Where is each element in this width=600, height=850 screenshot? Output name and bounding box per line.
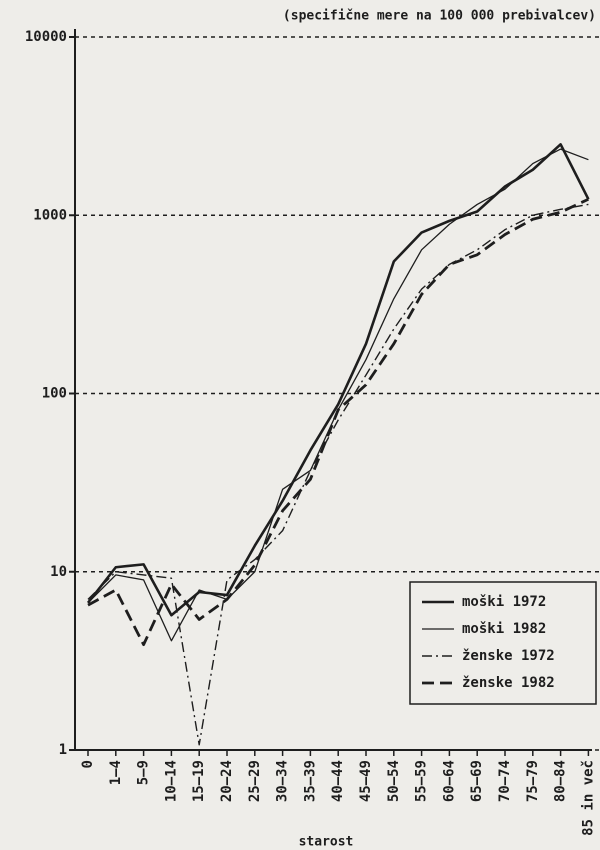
y-tick-label: 10000 bbox=[25, 29, 67, 45]
x-tick-label: 40–44 bbox=[330, 760, 346, 802]
series-line bbox=[86, 143, 590, 617]
legend-label: ženske 1982 bbox=[462, 675, 555, 691]
y-tick-label: 100 bbox=[42, 386, 67, 402]
legend-label: ženske 1972 bbox=[462, 648, 555, 664]
chart-title: (specifične mere na 100 000 prebivalcev) bbox=[283, 9, 596, 24]
x-tick-label: 10–14 bbox=[163, 760, 179, 802]
legend-label: moški 1982 bbox=[462, 621, 546, 637]
x-tick-label: 1–4 bbox=[108, 760, 124, 785]
x-tick-label: 25–29 bbox=[247, 760, 263, 802]
x-tick-label: 45–49 bbox=[358, 760, 374, 802]
x-tick-label: 80–84 bbox=[553, 760, 569, 802]
x-tick-label: 75–79 bbox=[525, 760, 541, 802]
x-tick-label: 15–19 bbox=[191, 760, 207, 802]
series-line bbox=[87, 197, 589, 647]
x-tick-label: 20–24 bbox=[219, 760, 235, 802]
x-tick-label: 55–59 bbox=[414, 760, 430, 802]
x-tick-label: 85 in več bbox=[580, 760, 596, 836]
x-axis-label: starost bbox=[299, 835, 354, 850]
series-line bbox=[87, 203, 589, 746]
x-tick-label: 60–64 bbox=[441, 760, 457, 802]
x-tick-label: 30–34 bbox=[275, 760, 291, 802]
y-tick-label: 1 bbox=[59, 742, 67, 758]
y-tick-label: 1000 bbox=[33, 207, 67, 223]
x-tick-label: 50–54 bbox=[386, 760, 402, 802]
y-tick-label: 10 bbox=[50, 564, 67, 580]
x-tick-label: 0 bbox=[80, 760, 96, 768]
x-tick-label: 70–74 bbox=[497, 760, 513, 802]
x-tick-label: 65–69 bbox=[469, 760, 485, 802]
legend-label: moški 1972 bbox=[462, 594, 546, 610]
x-tick-label: 5–9 bbox=[136, 760, 152, 785]
legend: moški 1972 moški 1982 ženske 1972 ženske 19… bbox=[409, 581, 597, 705]
x-tick-label: 35–39 bbox=[302, 760, 318, 802]
